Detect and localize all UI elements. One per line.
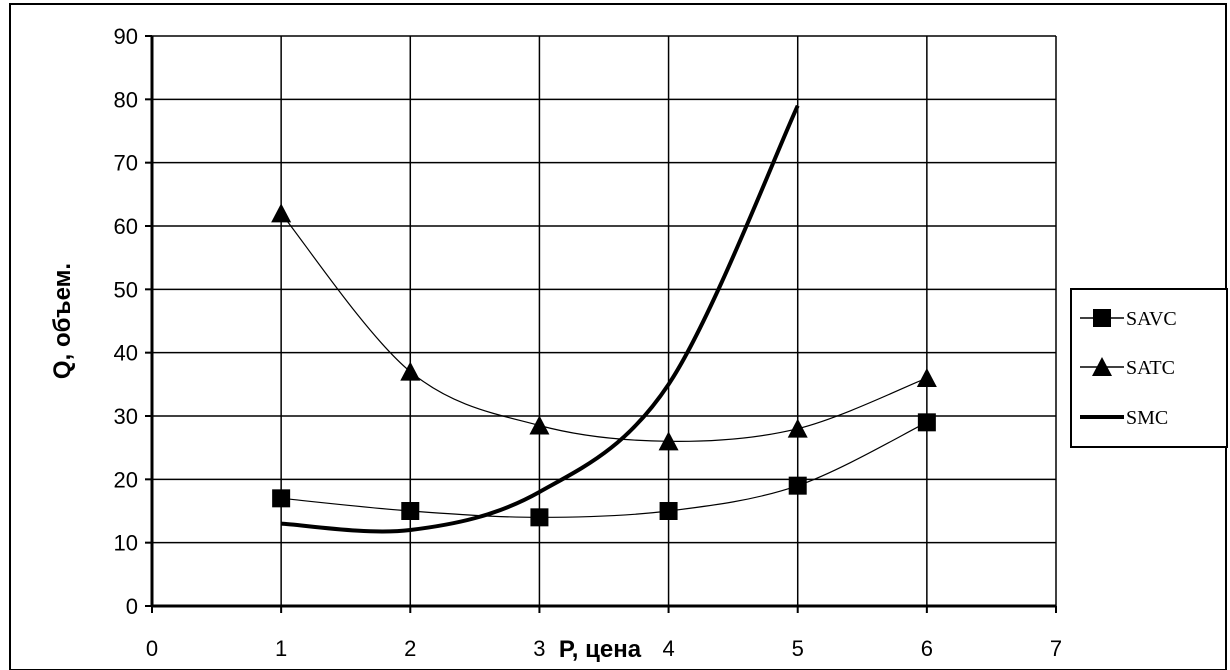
y-tick-label: 80 [114, 87, 138, 112]
x-tick-label: 1 [275, 636, 287, 661]
data-point-satc [787, 418, 808, 438]
data-point-savc [530, 508, 549, 527]
series-smc [281, 104, 800, 534]
outer-border [9, 3, 1227, 670]
x-tick-label: 3 [533, 636, 545, 661]
legend-swatch-marker [1092, 357, 1112, 376]
data-point-savc [272, 489, 291, 508]
y-tick-label: 0 [126, 594, 138, 619]
series-savc [272, 413, 936, 527]
y-tick-label: 30 [114, 404, 138, 429]
data-point-satc [400, 361, 421, 381]
data-point-satc [271, 203, 292, 223]
legend-items: SAVC SATC SMC [1080, 308, 1177, 429]
axes [150, 36, 1056, 608]
legend-item-satc: SATC [1080, 357, 1175, 379]
y-tick-label: 90 [114, 24, 138, 49]
data-point-savc [659, 502, 678, 520]
y-tick-label: 40 [114, 341, 138, 366]
y-tick-label: 50 [114, 277, 138, 302]
data-point-savc [917, 413, 936, 432]
x-tick-label: 2 [404, 636, 416, 661]
x-axis-title: P, цена [559, 636, 642, 663]
data-point-savc [788, 476, 807, 495]
y-tick-label: 60 [114, 214, 138, 239]
x-tick-label: 7 [1050, 636, 1062, 661]
legend-label: SATC [1126, 357, 1175, 379]
data-point-satc [658, 431, 679, 451]
x-tick-label: 0 [146, 636, 158, 661]
legend-label: SMC [1126, 407, 1168, 429]
x-tick-label: 6 [921, 636, 933, 661]
x-tick-label: 4 [662, 636, 674, 661]
data-point-satc [916, 368, 937, 387]
ticks: 0 10 20 30 40 50 60 70 80 90 0 1 2 3 4 5 6 7 [114, 24, 1063, 661]
series-line-smc [281, 104, 800, 534]
series-line-satc [280, 212, 928, 442]
data-point-satc [529, 415, 550, 435]
grid [152, 35, 1057, 606]
y-tick-label: 70 [114, 151, 138, 176]
series [271, 104, 937, 534]
legend-item-savc: SAVC [1080, 308, 1177, 330]
series-satc [271, 203, 937, 451]
data-point-savc [401, 502, 420, 520]
legend-swatch-marker [1093, 309, 1111, 327]
y-tick-label: 20 [114, 467, 138, 492]
legend: SAVC SATC SMC [1070, 288, 1228, 448]
series-line-savc [281, 421, 928, 518]
legend-item-smc: SMC [1080, 407, 1168, 429]
y-tick-label: 10 [114, 531, 138, 556]
y-axis-title: Q, объем. [49, 263, 76, 379]
x-tick-label: 5 [792, 636, 804, 661]
legend-label: SAVC [1126, 308, 1177, 330]
